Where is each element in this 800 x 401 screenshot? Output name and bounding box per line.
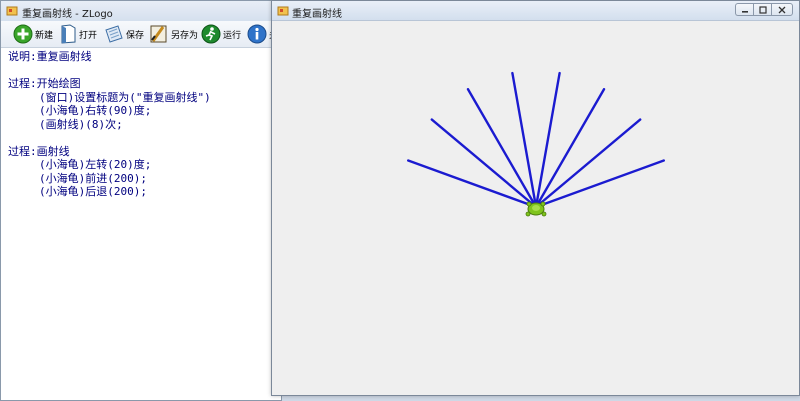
code-line: 说明:重复画射线 [8,50,92,63]
info-icon [247,24,267,44]
app-icon [277,6,289,16]
editor-window: 重复画射线 - ZLogo 新建 打开 保存 [0,0,282,401]
ray-line [511,71,538,209]
run-button[interactable]: 运行 [201,23,241,45]
editor-titlebar[interactable]: 重复画射线 - ZLogo [1,1,281,22]
code-line: (小海龟)左转(20)度; [39,158,152,171]
code-line [8,131,281,145]
ray-line [534,71,561,209]
save-button[interactable]: 保存 [104,23,144,45]
run-label: 运行 [223,30,242,41]
add-icon [13,24,33,44]
code-line: (画射线)(8)次; [39,117,123,131]
minimize-button[interactable] [735,3,753,16]
minimize-icon [741,10,748,13]
ray-line [430,118,538,209]
save-as-label: 另存为 [171,30,199,41]
new-label: 新建 [35,30,54,41]
open-label: 打开 [79,30,98,41]
canvas-title: 重复画射线 [292,9,342,20]
canvas-titlebar[interactable]: 重复画射线 [272,1,799,21]
code-line: 过程:开始绘图 [8,77,81,90]
canvas-window: 重复画射线 [271,0,800,396]
close-icon [778,6,786,13]
save-icon [105,25,123,43]
code-line: (小海龟)右转(90)度; [39,104,152,117]
turtle-icon [525,201,547,217]
editor-title: 重复画射线 - ZLogo [22,9,113,20]
save-as-button[interactable]: 另存为 [149,23,198,45]
code-line: 过程:画射线 [8,144,70,158]
maximize-icon [758,5,767,14]
close-button[interactable] [771,3,793,16]
save-as-icon [150,25,167,43]
code-line: (窗口)设置标题为("重复画射线") [39,90,211,104]
code-line [8,64,281,78]
new-button[interactable]: 新建 [13,23,53,45]
window-controls [735,3,793,16]
open-button[interactable]: 打开 [60,23,97,45]
drawing-canvas[interactable] [276,21,795,391]
maximize-button[interactable] [753,3,771,16]
code-line: (小海龟)后退(200); [39,185,147,198]
open-document-icon [61,24,76,44]
ray-line [466,88,538,209]
turtle-drawing [407,71,665,217]
ray-line [534,88,606,209]
code-editor[interactable]: 说明:重复画射线 过程:开始绘图 (窗口)设置标题为("重复画射线") (小海龟… [1,48,281,400]
save-label: 保存 [126,30,145,41]
ray-line [534,118,642,209]
code-line: (小海龟)前进(200); [39,171,147,185]
run-icon [201,24,221,44]
toolbar: 新建 打开 保存 另存为 [1,21,281,48]
ray-line [534,159,665,209]
app-icon [6,6,18,16]
ray-line [407,159,538,209]
